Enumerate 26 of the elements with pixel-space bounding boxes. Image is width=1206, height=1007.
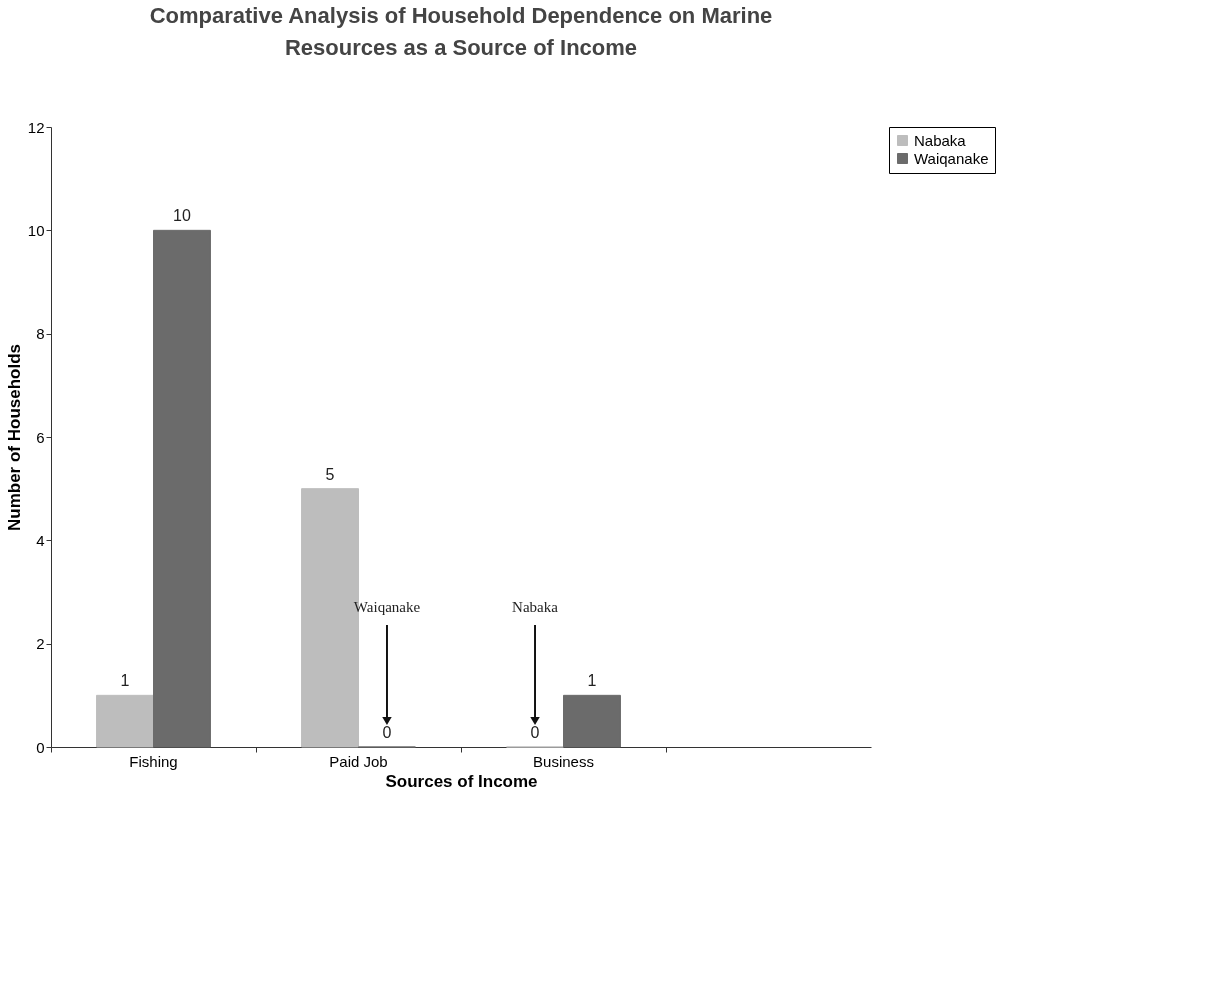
y-tick-label: 8 <box>36 325 45 343</box>
x-tick-label: Fishing <box>129 752 178 770</box>
y-tick-label: 12 <box>27 118 45 136</box>
y-tick-label: 10 <box>27 221 45 239</box>
bar <box>153 229 211 748</box>
bar <box>96 694 154 748</box>
chart-title: Comparative Analysis of Household Dependence on Marine Resources as a Source of Income <box>149 3 773 60</box>
data-label: 1 <box>120 672 130 690</box>
data-label: 5 <box>325 465 335 483</box>
legend-label: Nabaka <box>914 131 967 149</box>
x-tick-label: Paid Job <box>329 752 388 770</box>
annotation: Nabaka <box>512 599 559 615</box>
y-axis-title: Number of Households <box>4 343 24 532</box>
y-tick-label: 6 <box>36 428 45 446</box>
x-tick-label: Business <box>533 752 594 770</box>
y-tick-label: 4 <box>36 531 45 549</box>
y-tick-label: 2 <box>36 635 45 653</box>
y-tick-label: 0 <box>36 738 45 756</box>
x-axis-title: Sources of Income <box>385 771 538 791</box>
data-label: 1 <box>587 672 597 690</box>
legend-label: Waiqanake <box>914 149 989 167</box>
bar <box>563 694 621 748</box>
annotation: Waiqanake <box>353 599 421 615</box>
data-label: 0 <box>530 724 540 741</box>
data-label: 0 <box>382 724 392 741</box>
data-label: 10 <box>173 207 191 225</box>
